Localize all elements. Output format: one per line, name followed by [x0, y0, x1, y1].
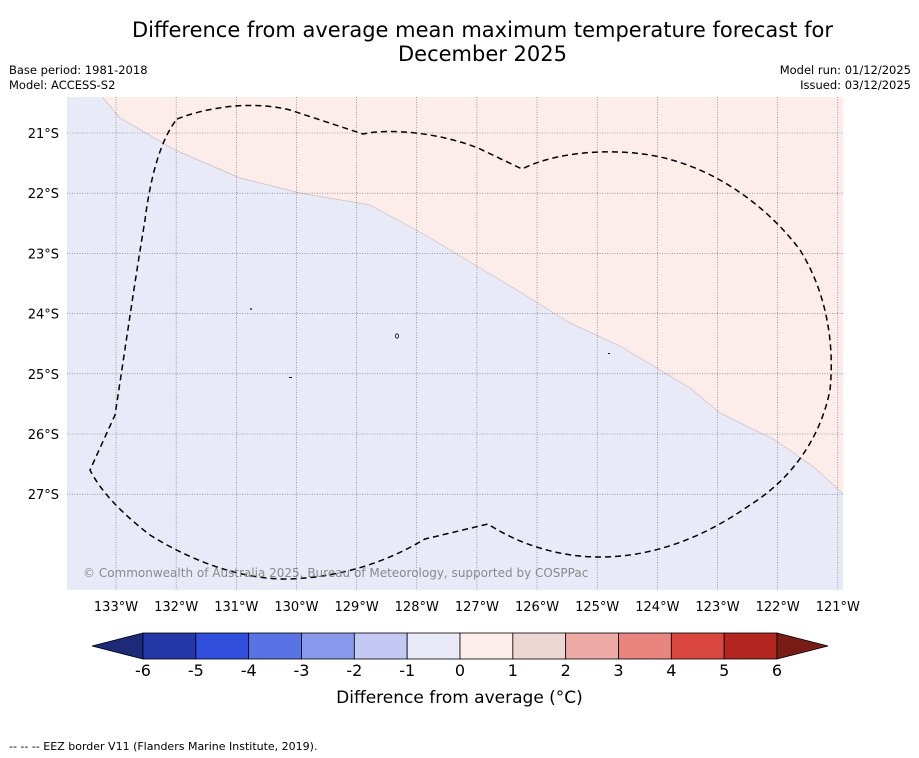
lat-label: 21°S: [28, 127, 59, 142]
title-line-1: Difference from average mean maximum tem…: [132, 18, 833, 42]
colorbar-under-arrow: [91, 632, 144, 660]
colorbar-segment: [618, 632, 672, 660]
latitude-labels: 21°S 22°S 23°S 24°S 25°S 26°S 27°S: [28, 127, 59, 503]
contour-boundary: [101, 96, 844, 495]
lat-label: 24°S: [28, 308, 59, 323]
colorbar-tick-label: 6: [772, 661, 782, 680]
colorbar-segment: [512, 632, 567, 660]
colorbar-tick-label: 3: [613, 661, 623, 680]
lon-label: 130°W: [274, 600, 318, 615]
longitude-labels: 133°W 132°W 131°W 130°W 129°W 128°W 127°W 126°W…: [94, 600, 860, 615]
colorbar-segment: [459, 632, 514, 660]
region-above-average: [102, 97, 843, 494]
latitude-gridlines: [67, 132, 843, 495]
colorbar-tick-label: 2: [561, 661, 571, 680]
colorbar-segment: [142, 632, 197, 660]
colorbar-tick-label: 5: [719, 661, 729, 680]
colorbar-segment: [248, 632, 302, 660]
copyright-text: © Commonwealth of Australia 2025, Bureau…: [83, 566, 588, 580]
lon-label: 124°W: [635, 600, 679, 615]
meta-right: Model run: 01/12/2025 Issued: 03/12/2025: [780, 63, 911, 93]
issued-date: Issued: 03/12/2025: [800, 78, 911, 92]
island-marker-1: [250, 308, 252, 310]
lat-label: 27°S: [28, 488, 59, 503]
longitude-gridlines: [115, 97, 839, 590]
lon-label: 121°W: [816, 600, 860, 615]
colorbar-tick-label: 4: [666, 661, 676, 680]
eez-border: [89, 104, 832, 580]
colorbar-tick-label: -2: [346, 661, 362, 680]
footnote: -- -- -- EEZ border V11 (Flanders Marine…: [9, 740, 318, 753]
lat-label: 22°S: [28, 187, 59, 202]
colorbar: [91, 632, 829, 660]
colorbar-ticks: -6 -5 -4 -3 -2 -1 0 1 2 3 4 5 6: [135, 661, 782, 680]
island-marker-4: [608, 353, 610, 354]
region-below-average: [67, 97, 843, 590]
colorbar-segment: [301, 632, 355, 660]
colorbar-segment: [670, 632, 725, 660]
lon-label: 122°W: [756, 600, 800, 615]
model-name: Model: ACCESS-S2: [9, 78, 116, 92]
meta-left: Base period: 1981-2018 Model: ACCESS-S2: [9, 63, 148, 93]
island-marker-3: [289, 377, 292, 378]
colorbar-segment: [406, 632, 461, 660]
lon-label: 132°W: [154, 600, 198, 615]
lon-label: 125°W: [575, 600, 619, 615]
title-line-2: December 2025: [397, 42, 567, 66]
island-marker-2: [394, 333, 399, 339]
colorbar-tick-label: 1: [508, 661, 518, 680]
colorbar-segment: [195, 632, 250, 660]
colorbar-tick-label: -5: [188, 661, 204, 680]
colorbar-tick-label: 0: [455, 661, 465, 680]
lat-label: 26°S: [28, 428, 59, 443]
base-period: Base period: 1981-2018: [9, 63, 148, 77]
lon-label: 123°W: [695, 600, 739, 615]
lon-label: 131°W: [214, 600, 258, 615]
lon-label: 129°W: [335, 600, 379, 615]
colorbar-tick-label: -4: [241, 661, 257, 680]
colorbar-segment: [353, 632, 408, 660]
lat-label: 25°S: [28, 368, 59, 383]
colorbar-tick-label: -1: [399, 661, 415, 680]
model-run: Model run: 01/12/2025: [779, 63, 911, 77]
lon-label: 126°W: [515, 600, 559, 615]
lon-label: 133°W: [94, 600, 138, 615]
colorbar-tick-label: -3: [294, 661, 310, 680]
colorbar-label: Difference from average (°C): [336, 688, 583, 708]
colorbar-segment: [565, 632, 619, 660]
lon-label: 128°W: [395, 600, 439, 615]
colorbar-segment: [723, 632, 778, 660]
colorbar-tick-label: -6: [135, 661, 151, 680]
lon-label: 127°W: [455, 600, 499, 615]
colorbar-over-arrow: [776, 632, 829, 660]
chart-title: Difference from average mean maximum tem…: [90, 18, 875, 66]
lat-label: 23°S: [28, 247, 59, 262]
